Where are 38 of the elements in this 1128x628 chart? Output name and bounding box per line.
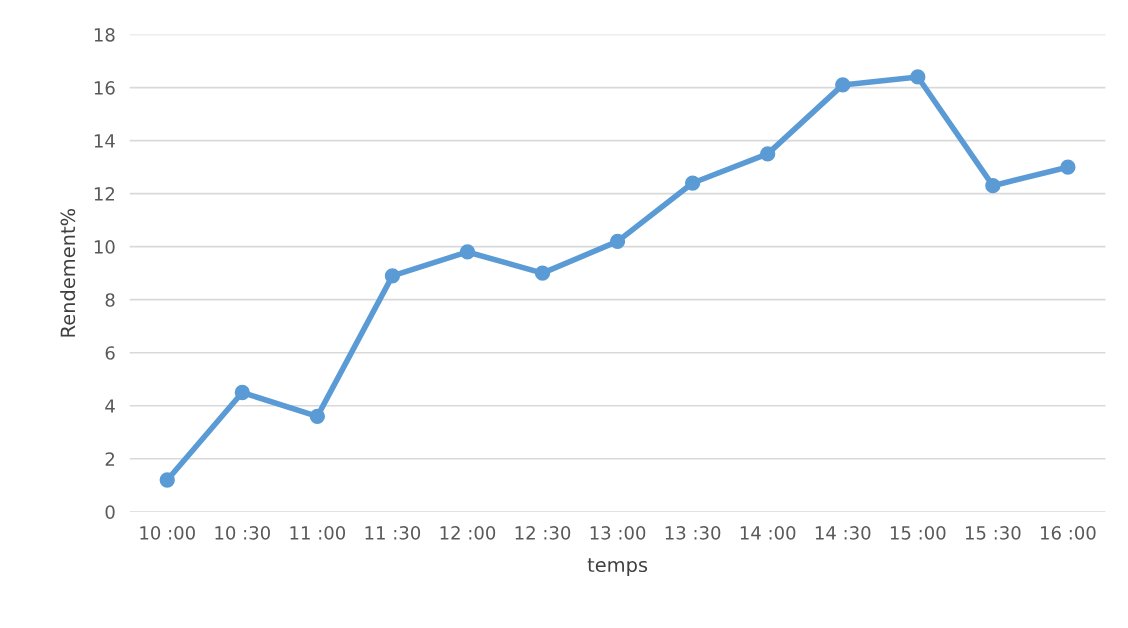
x-tick-label: 10 :00 [140,526,195,540]
y-tick-label: 0 [105,505,115,519]
point [684,175,701,191]
x-tick-label: 11 :00 [290,526,346,540]
y-tick-label: 8 [105,293,115,307]
y-tick-label: 14 [94,134,115,148]
point [459,244,476,260]
point [534,265,551,281]
x-tick-label: 15 :30 [965,526,1021,540]
point [384,268,401,284]
point [159,472,175,488]
x-tick-label: 13 :30 [665,526,721,540]
x-tick-label: 14 :30 [815,526,871,540]
y-tick-label: 18 [94,28,115,42]
point [234,384,250,401]
y-tick-label: 16 [94,81,115,95]
x-tick-label: 12 :00 [440,526,496,540]
point [309,408,325,425]
y-tick-label: 6 [105,346,115,360]
y-tick-label: 4 [105,399,115,413]
x-tick-label: 13 :00 [590,526,646,540]
x-tick-label: 15 :00 [890,526,946,540]
x-tick-label: 16 :00 [1041,526,1096,540]
x-axis-title: temps [587,558,648,576]
x-tick-label: 14 :00 [740,526,796,540]
point [985,178,1001,194]
point [609,233,626,250]
y-tick-label: 10 [94,240,115,254]
y-axis-title: Rendement% [60,208,76,337]
point [835,77,851,93]
point [1060,159,1076,175]
point [760,146,776,162]
point [910,69,926,85]
x-tick-label: 11 :30 [365,526,421,540]
y-tick-label: 2 [105,452,115,466]
y-tick-label: 12 [94,187,115,201]
x-tick-label: 12 :30 [515,526,571,540]
x-tick-label: 10 :30 [215,526,270,540]
